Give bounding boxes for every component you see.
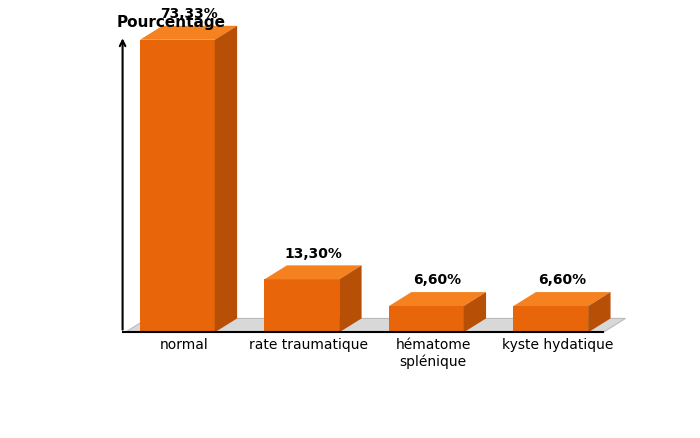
Polygon shape [265, 279, 340, 332]
Text: Pourcentage: Pourcentage [116, 14, 225, 29]
Polygon shape [463, 292, 486, 332]
Text: hématome
splénique: hématome splénique [395, 339, 470, 369]
Polygon shape [340, 265, 362, 332]
Text: 73,33%: 73,33% [160, 7, 218, 21]
Text: 6,60%: 6,60% [538, 273, 586, 287]
Text: kyste hydatique: kyste hydatique [502, 339, 613, 353]
Text: rate traumatique: rate traumatique [249, 339, 368, 353]
Polygon shape [513, 306, 588, 332]
Polygon shape [140, 40, 215, 332]
Text: 13,30%: 13,30% [284, 247, 342, 261]
Polygon shape [389, 306, 463, 332]
Polygon shape [265, 265, 362, 279]
Text: normal: normal [160, 339, 209, 353]
Polygon shape [513, 292, 610, 306]
Polygon shape [389, 292, 486, 306]
Polygon shape [125, 318, 626, 332]
Polygon shape [588, 292, 610, 332]
Polygon shape [140, 26, 237, 40]
Text: 6,60%: 6,60% [414, 273, 461, 287]
Polygon shape [215, 26, 237, 332]
